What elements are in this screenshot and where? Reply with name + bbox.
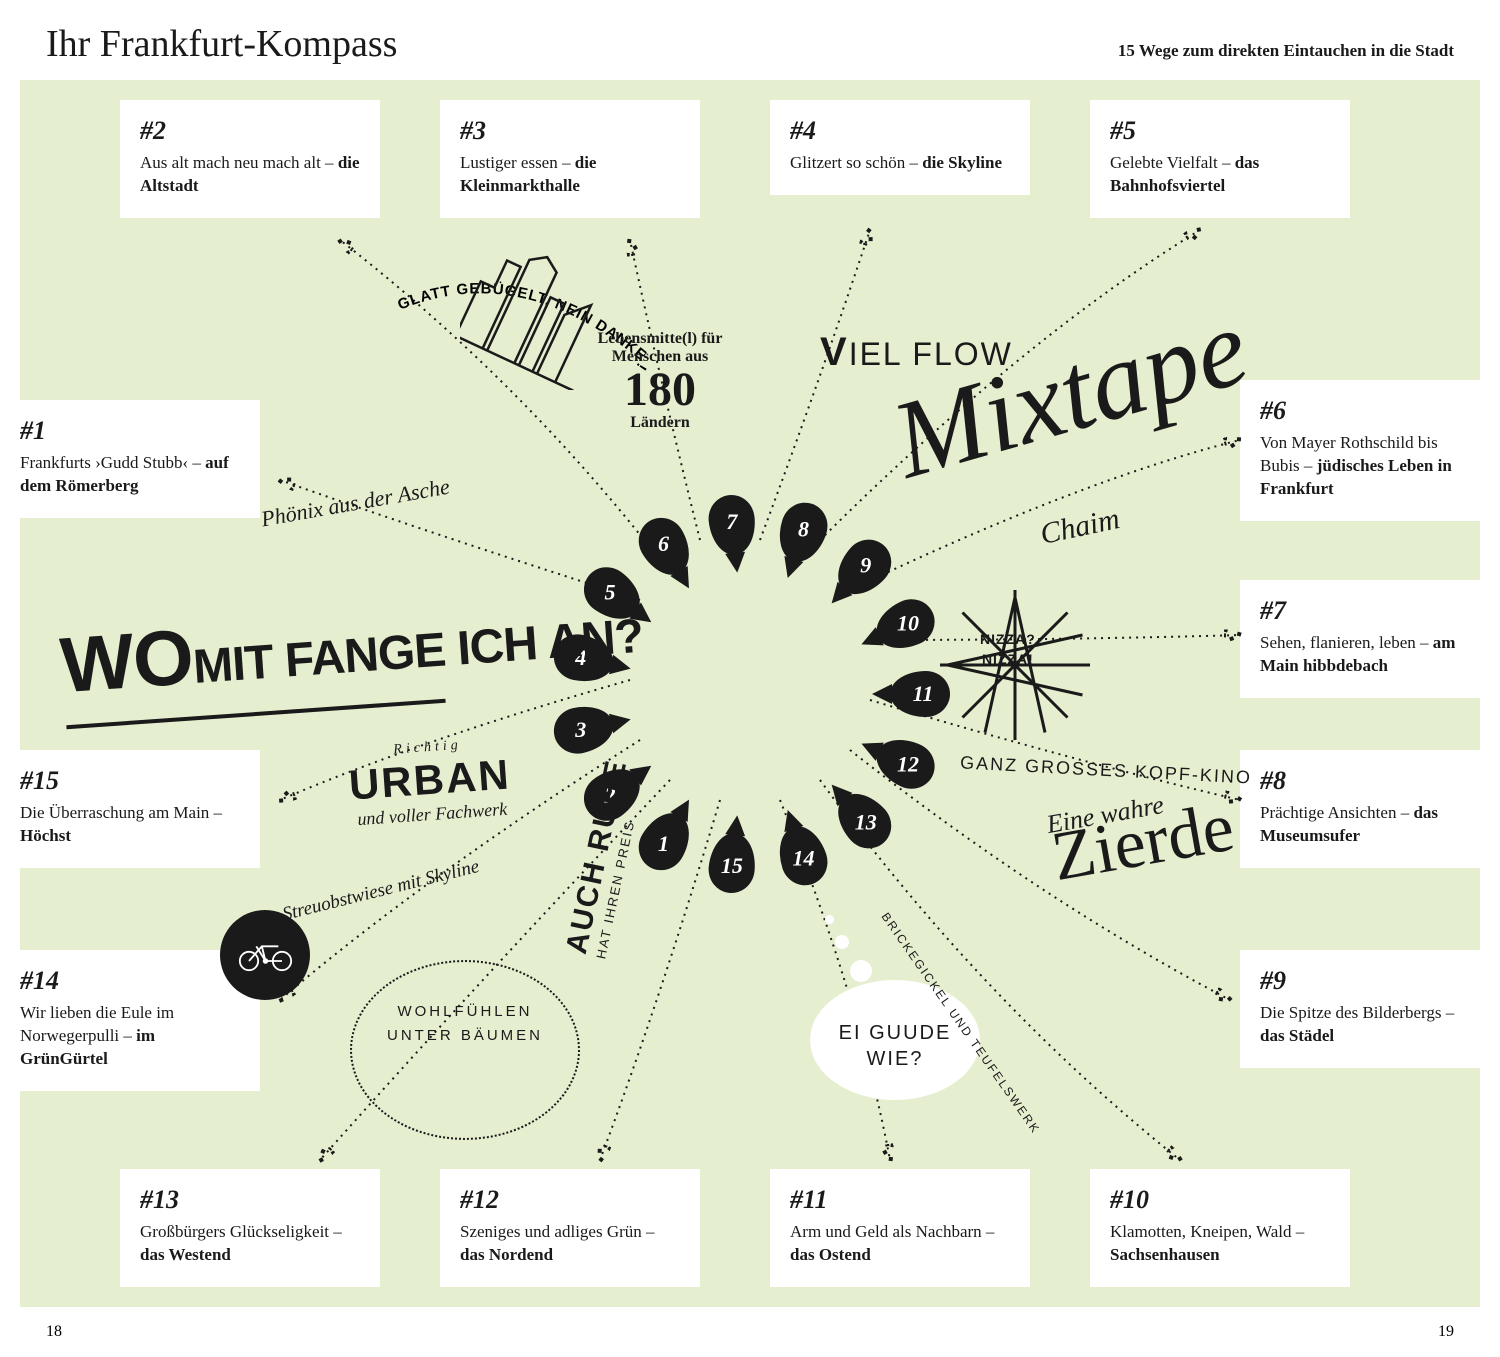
bubble-dot [850, 960, 872, 982]
card-num: #12 [460, 1185, 680, 1215]
hub-petal-10: 10 [850, 591, 942, 666]
deco-urban: Richtig URBAN und voller Fachwerk [277, 730, 582, 836]
card-num: #11 [790, 1185, 1010, 1215]
deco-eiguude: EI GUUDE WIE? [830, 1000, 960, 1100]
card-num: #4 [790, 116, 1010, 146]
card-14: #14 Wir lieben die Eule im Norwegerpulli … [0, 950, 260, 1091]
card-4: #4 Glitzert so schön – die Skyline [770, 100, 1030, 195]
infographic-canvas: #1 Frankfurts ›Gudd Stubb‹ – auf dem Röme… [20, 80, 1480, 1307]
page-title: Ihr Frankfurt-Kompass [46, 22, 397, 66]
card-9: #9 Die Spitze des Bilderbergs – das Städe… [1240, 950, 1500, 1068]
hub-petal-14: 14 [765, 801, 833, 891]
card-10: #10 Klamotten, Kneipen, Wald – Sachsenhau… [1090, 1169, 1350, 1287]
card-text: Szeniges und adliges Grün – das Nordend [460, 1221, 680, 1267]
hub-petal-11: 11 [870, 671, 950, 717]
page-number-left: 18 [46, 1323, 62, 1341]
card-num: #14 [20, 966, 240, 996]
bicycle-icon [220, 910, 310, 1000]
card-text: Lustiger essen – die Kleinmarkthalle [460, 152, 680, 198]
deco-mixtape: Mixtape [879, 283, 1260, 504]
card-11: #11 Arm und Geld als Nachbarn – das Osten… [770, 1169, 1030, 1287]
card-text: Wir lieben die Eule im Norwegerpulli – i… [20, 1002, 240, 1071]
hub-petal-8: 8 [765, 496, 833, 586]
card-text: Von Mayer Rothschild bis Bubis – jüdisch… [1260, 432, 1480, 501]
card-num: #2 [140, 116, 360, 146]
hub-petal-7: 7 [706, 492, 760, 576]
deco-lebensmittel: Lebensmitte(l) für Menschen aus 180 Länd… [575, 330, 745, 432]
deco-nizza: NIZZA? NIZZA! [980, 630, 1036, 669]
card-text: Sehen, flanieren, leben – am Main hibbde… [1260, 632, 1480, 678]
card-num: #8 [1260, 766, 1480, 796]
card-1: #1 Frankfurts ›Gudd Stubb‹ – auf dem Röme… [0, 400, 260, 518]
card-num: #6 [1260, 396, 1480, 426]
card-text: Die Überraschung am Main – Höchst [20, 802, 240, 848]
card-num: #9 [1260, 966, 1480, 996]
bubble-dot [835, 935, 849, 949]
hub-petal-15: 15 [706, 810, 760, 894]
card-text: Gelebte Vielfalt – das Bahnhofsviertel [1110, 152, 1330, 198]
header: Ihr Frankfurt-Kompass 15 Wege zum direkt… [46, 22, 1454, 66]
card-8: #8 Prächtige Ansichten – das Museumsufer [1240, 750, 1500, 868]
card-num: #10 [1110, 1185, 1330, 1215]
page-number-right: 19 [1438, 1323, 1454, 1341]
card-num: #7 [1260, 596, 1480, 626]
deco-chaim: Chaim [1037, 502, 1122, 552]
deco-womit: WOMIT FANGE ICH AN? [58, 590, 645, 704]
card-text: Glitzert so schön – die Skyline [790, 152, 1010, 175]
card-2: #2 Aus alt mach neu mach alt – die Altsta… [120, 100, 380, 218]
card-text: Klamotten, Kneipen, Wald – Sachsenhausen [1110, 1221, 1330, 1267]
card-num: #15 [20, 766, 240, 796]
card-3: #3 Lustiger essen – die Kleinmarkthalle [440, 100, 700, 218]
card-12: #12 Szeniges und adliges Grün – das Norde… [440, 1169, 700, 1287]
card-text: Aus alt mach neu mach alt – die Altstadt [140, 152, 360, 198]
card-num: #13 [140, 1185, 360, 1215]
deco-zierde: Eine wahre Zierde [1046, 785, 1238, 883]
deco-streuobst: Streuobstwiese mit Skyline [280, 856, 481, 926]
deco-wohlfuehlen: WOHLFÜHLEN UNTER BÄUMEN [380, 1000, 550, 1048]
card-text: Frankfurts ›Gudd Stubb‹ – auf dem Römerb… [20, 452, 240, 498]
card-num: #5 [1110, 116, 1330, 146]
deco-kopfkino: GANZ GROSSES KOPF-KINO [960, 752, 1253, 788]
card-7: #7 Sehen, flanieren, leben – am Main hibb… [1240, 580, 1500, 698]
card-text: Die Spitze des Bilderbergs – das Städel [1260, 1002, 1480, 1048]
hub-petal-12: 12 [850, 721, 942, 796]
card-6: #6 Von Mayer Rothschild bis Bubis – jüdis… [1240, 380, 1500, 521]
dotted-circle [350, 960, 580, 1140]
card-13: #13 Großbürgers Glückseligkeit – das West… [120, 1169, 380, 1287]
bubble-dot [825, 915, 834, 924]
card-15: #15 Die Überraschung am Main – Höchst [0, 750, 260, 868]
card-text: Großbürgers Glückseligkeit – das Westend [140, 1221, 360, 1267]
card-text: Arm und Geld als Nachbarn – das Ostend [790, 1221, 1010, 1267]
card-num: #1 [20, 416, 240, 446]
page-subtitle: 15 Wege zum direkten Eintauchen in die S… [1118, 41, 1454, 61]
card-text: Prächtige Ansichten – das Museumsufer [1260, 802, 1480, 848]
card-5: #5 Gelebte Vielfalt – das Bahnhofsviertel [1090, 100, 1350, 218]
card-num: #3 [460, 116, 680, 146]
